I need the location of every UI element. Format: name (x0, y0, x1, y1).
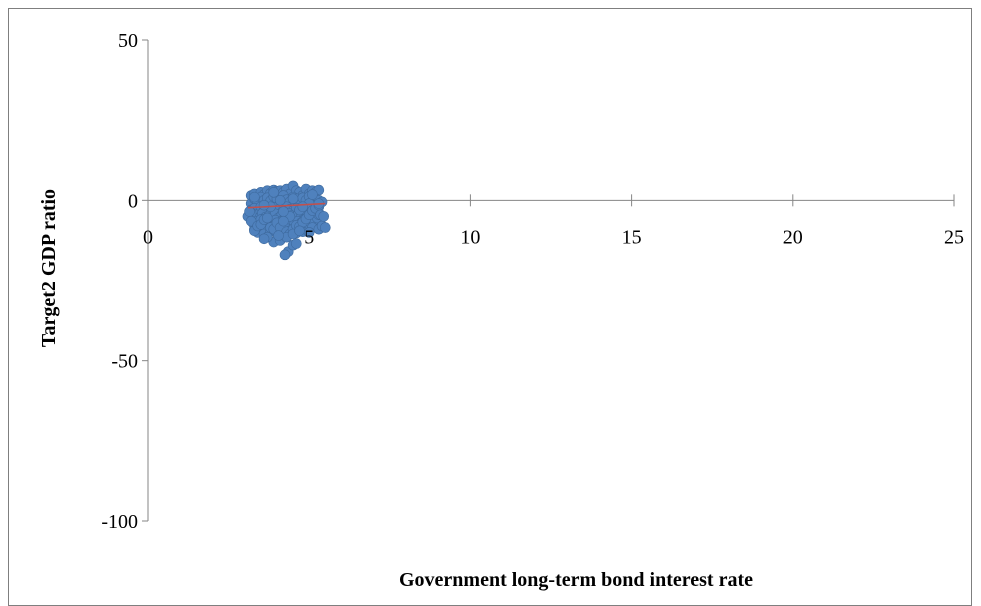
y-tick-label: -50 (111, 351, 138, 373)
x-tick-label: 10 (460, 226, 480, 248)
y-tick-label: -100 (101, 511, 138, 533)
data-point (258, 199, 270, 211)
x-tick-label: 5 (304, 226, 314, 248)
data-point (261, 212, 273, 224)
y-tick-label: 0 (128, 190, 138, 212)
data-point (294, 225, 305, 237)
data-point (268, 187, 280, 198)
trendline-segment (247, 202, 326, 209)
data-point (291, 238, 302, 249)
data-point (249, 191, 260, 203)
data-point (274, 195, 286, 206)
chart-border (8, 8, 972, 606)
data-point (278, 206, 289, 217)
data-point (307, 189, 318, 200)
data-point (318, 211, 330, 222)
tick-labels: 50 0 -50 -100 0 5 10 15 20 25 (101, 30, 964, 533)
data-point (258, 233, 270, 245)
data-point (278, 215, 289, 227)
x-tick-label: 20 (783, 226, 803, 248)
data-point (273, 230, 284, 241)
x-tick-label: 15 (622, 226, 642, 248)
data-point (320, 222, 331, 233)
trendline (247, 202, 326, 209)
data-point (297, 201, 309, 213)
data-points (242, 180, 331, 261)
x-tick-label: 25 (944, 226, 964, 248)
y-tick-label: 50 (118, 30, 138, 52)
data-point (279, 249, 291, 261)
x-tick-label: 0 (143, 226, 153, 248)
x-axis-title: Government long-term bond interest rate (399, 569, 753, 591)
data-point (287, 193, 299, 205)
y-axis-title: Target2 GDP ratio (38, 189, 60, 347)
